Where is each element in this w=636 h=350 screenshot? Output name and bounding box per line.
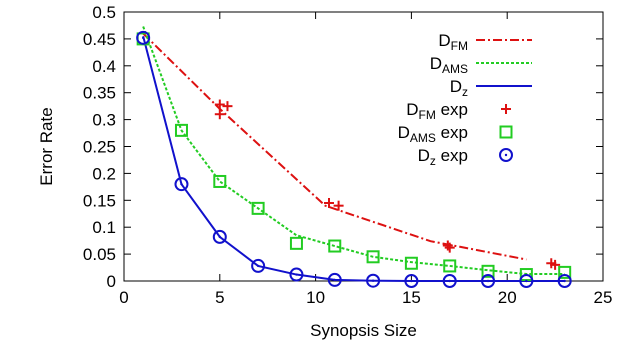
legend-entry-ams: DAMS (430, 54, 532, 76)
y-tick-label: 0.25 (83, 138, 116, 157)
legend-label: Dz exp (418, 146, 468, 168)
y-tick-label: 0.3 (92, 111, 116, 130)
data-point-ams_exp (213, 174, 227, 188)
legend-label: DFM (438, 31, 468, 53)
data-point-z_exp (481, 274, 496, 288)
legend-entry-z: Dz (450, 77, 532, 99)
data-point-fm_exp (333, 200, 344, 211)
legend-marker-sample (501, 104, 511, 114)
data-point-z_exp (327, 272, 342, 287)
data-point-z_exp (519, 274, 534, 288)
data-point-z_exp (289, 267, 304, 282)
x-tick-label: 25 (594, 288, 613, 307)
plot-frame-group (123, 11, 604, 282)
legend-label: Dz (450, 77, 468, 99)
x-tick-label: 20 (498, 288, 517, 307)
data-point-ams_exp (251, 201, 265, 215)
y-tick-label: 0 (107, 272, 116, 291)
legend-label: DAMS (430, 54, 468, 76)
data-point-ams_exp (289, 236, 303, 250)
legend-marker-sample (499, 125, 513, 139)
data-point-fm_exp (222, 101, 233, 112)
y-tick-label: 0.5 (92, 3, 116, 22)
x-axis-label: Synopsis Size (310, 321, 417, 340)
data-point-z_exp (251, 258, 266, 273)
plot-frame (123, 11, 604, 282)
y-tick-label: 0.45 (83, 30, 116, 49)
data-point-ams_exp (366, 250, 380, 264)
data-point-ams_exp (404, 256, 418, 270)
x-tick-label: 0 (119, 288, 128, 307)
series-line-ams (142, 26, 565, 276)
legend-label: DFM exp (406, 100, 468, 122)
series-line-fm (142, 32, 527, 261)
legend-entry-ams_exp: DAMS exp (398, 123, 513, 145)
data-point-ams_exp (174, 123, 188, 137)
legend-entry-z_exp: Dz exp (418, 146, 513, 168)
data-point-fm_exp (442, 240, 453, 251)
axis-ticks: 0 5 10 15 20 25 0 0.05 0.1 0.15 0.2 0.25 0.3 0.35 0.4 0… (83, 3, 613, 307)
data-point-fm_exp (444, 242, 455, 253)
data-point-fm_exp (324, 197, 335, 208)
legend-entry-fm_exp: DFM exp (406, 100, 511, 122)
data-point-ams_exp (443, 259, 457, 273)
x-tick-label: 15 (402, 288, 421, 307)
data-point-z_exp (136, 30, 151, 45)
data-point-z_exp (442, 274, 457, 288)
y-tick-label: 0.15 (83, 191, 116, 210)
data-point-z_exp (174, 177, 189, 192)
y-tick-label: 0.35 (83, 84, 116, 103)
legend-entry-fm: DFM (438, 31, 532, 53)
data-point-ams_exp (481, 264, 495, 278)
data-point-ams_exp (328, 239, 342, 253)
series-lines (142, 26, 565, 282)
data-point-z_exp (366, 273, 381, 288)
y-tick-label: 0.05 (83, 245, 116, 264)
data-point-fm_exp (214, 99, 225, 110)
data-point-z_exp (404, 274, 419, 288)
legend-label: DAMS exp (398, 123, 468, 145)
data-point-z_exp (557, 274, 572, 288)
data-point-z_exp (212, 229, 227, 244)
series-markers (136, 30, 572, 288)
y-tick-label: 0.4 (92, 57, 116, 76)
x-tick-label: 10 (306, 288, 325, 307)
data-point-fm_exp (214, 109, 225, 120)
y-tick-label: 0.2 (92, 164, 116, 183)
y-axis-label: Error Rate (37, 107, 56, 185)
x-tick-label: 5 (215, 288, 224, 307)
y-tick-label: 0.1 (92, 218, 116, 237)
data-point-fm_exp (550, 259, 561, 270)
data-point-ams_exp (558, 265, 572, 279)
legend-marker-sample (499, 148, 513, 162)
